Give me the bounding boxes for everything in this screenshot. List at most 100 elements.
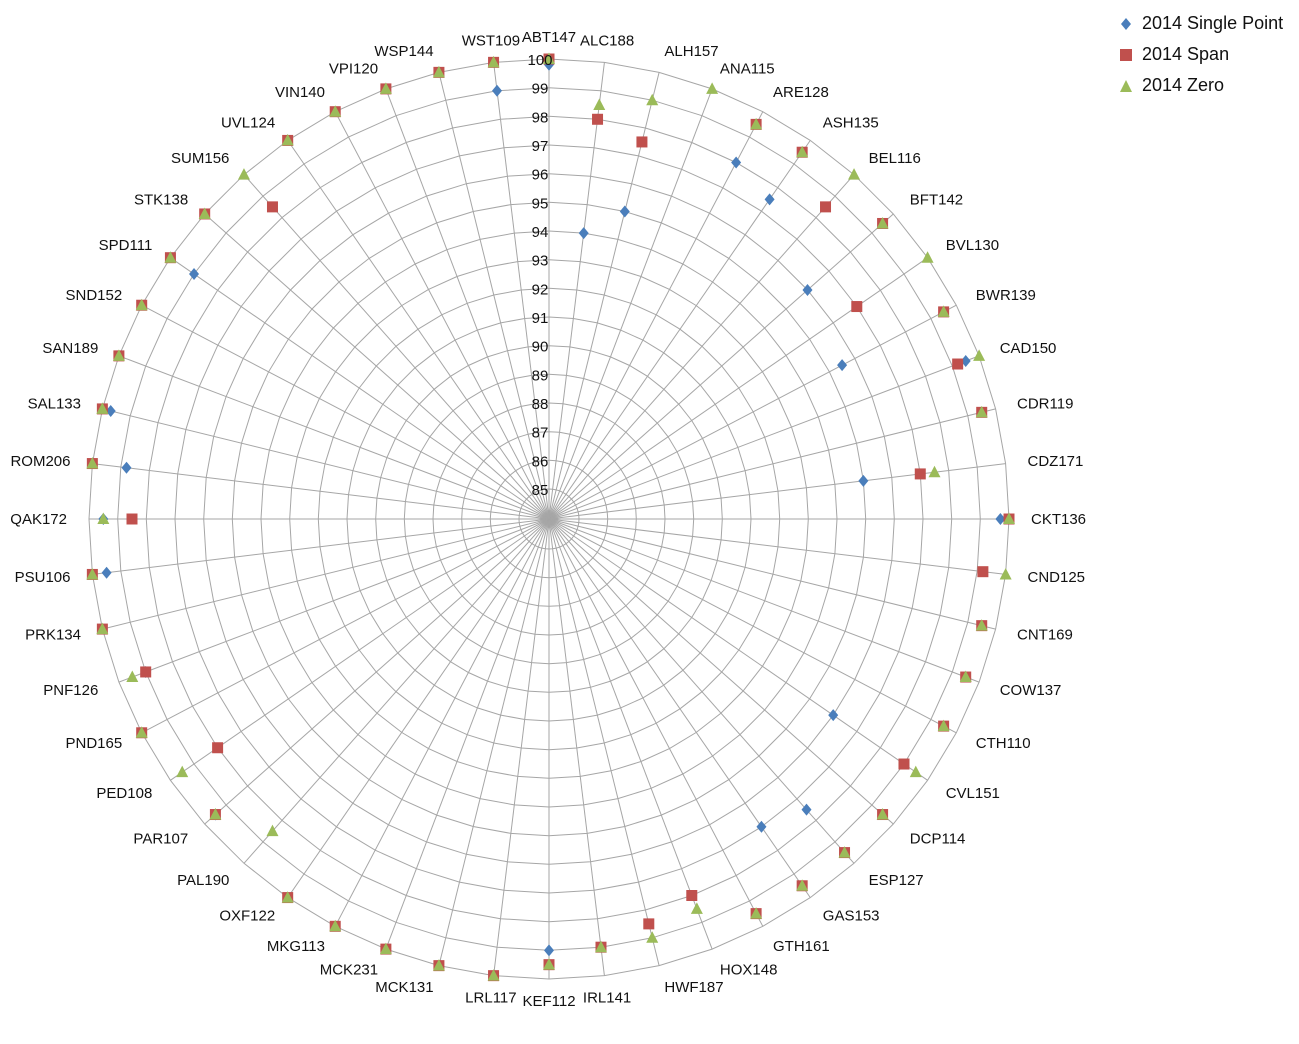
spoke-line — [548, 355, 980, 520]
category-label: ROM206 — [10, 453, 70, 470]
square-marker-icon — [1120, 48, 1132, 61]
data-point — [977, 566, 989, 578]
category-label: SND152 — [65, 287, 122, 304]
category-label: PSU106 — [15, 569, 71, 586]
category-label: SAN189 — [42, 340, 98, 357]
data-point — [750, 117, 763, 130]
category-label: GAS153 — [823, 908, 880, 925]
category-label: CND125 — [1028, 569, 1086, 586]
spoke-line — [102, 408, 550, 520]
category-label: HWF187 — [664, 979, 723, 996]
spoke-line — [548, 213, 894, 520]
data-point — [686, 889, 698, 901]
data-point — [543, 958, 555, 970]
data-point — [592, 113, 604, 125]
category-label: CNT169 — [1017, 626, 1073, 643]
spoke-line — [548, 518, 957, 734]
data-point — [828, 709, 839, 722]
category-label: MCK231 — [320, 962, 378, 979]
spoke-line — [493, 518, 550, 976]
data-point — [1003, 512, 1015, 524]
data-point — [837, 359, 848, 372]
data-point — [126, 513, 138, 525]
category-label: CDZ171 — [1028, 453, 1084, 470]
data-series — [86, 52, 1015, 982]
data-point — [164, 251, 177, 263]
data-point — [487, 55, 500, 68]
legend-item-span: 2014 Span — [1118, 39, 1283, 70]
category-label: DCP114 — [910, 831, 966, 848]
spoke-line — [243, 518, 550, 864]
data-point — [750, 907, 763, 919]
data-point — [266, 201, 278, 213]
data-point — [86, 457, 99, 469]
spoke-line — [287, 140, 550, 520]
data-point — [975, 405, 988, 418]
spoke-line — [92, 463, 550, 520]
category-label: MKG113 — [267, 938, 325, 955]
data-point — [690, 902, 703, 914]
data-point — [329, 919, 342, 932]
data-point — [544, 944, 554, 957]
spoke-line — [102, 518, 550, 630]
data-point — [212, 742, 224, 754]
spoke-line — [548, 408, 996, 520]
data-point — [838, 846, 851, 858]
legend-item-single-point: 2014 Single Point — [1118, 8, 1283, 39]
category-label: OXF122 — [219, 908, 275, 925]
tick-label: 98 — [532, 109, 549, 126]
tick-label: 85 — [532, 482, 549, 499]
spoke-line — [548, 304, 957, 520]
spoke-line — [548, 62, 605, 520]
data-point — [121, 461, 132, 474]
data-point — [995, 513, 1006, 525]
spoke-line — [118, 518, 550, 683]
spoke-line — [548, 518, 764, 927]
spoke-line — [548, 518, 811, 898]
category-label: PRK134 — [25, 626, 81, 643]
data-point — [756, 820, 767, 833]
category-label: ALC188 — [580, 33, 634, 50]
data-point — [105, 404, 116, 417]
spoke-line — [548, 518, 1006, 575]
spoke-line — [385, 518, 550, 950]
category-label: LRL117 — [465, 990, 516, 1007]
category-label: WST109 — [462, 33, 520, 50]
category-label: PNF126 — [43, 682, 98, 699]
category-label: IRL141 — [583, 990, 631, 1007]
spoke-line — [141, 304, 550, 520]
data-point — [543, 52, 555, 64]
category-label: BFT142 — [910, 191, 963, 208]
data-point — [176, 765, 189, 778]
spoke-line — [141, 518, 550, 734]
category-label: CTH110 — [976, 735, 1031, 752]
category-label: CKT136 — [1031, 511, 1086, 528]
chart-legend: 2014 Single Point 2014 Span 2014 Zero — [1118, 8, 1283, 101]
data-point — [876, 808, 889, 820]
category-label: ASH135 — [823, 114, 879, 131]
category-label: STK138 — [134, 191, 188, 208]
spoke-line — [548, 88, 713, 520]
spoke-line — [548, 518, 713, 950]
data-point — [952, 358, 964, 370]
spoke-line — [493, 62, 550, 520]
data-point — [266, 824, 279, 837]
category-label: ALH157 — [664, 43, 718, 60]
data-point — [96, 402, 109, 414]
tick-label: 92 — [532, 281, 549, 298]
series-0 — [98, 58, 1006, 957]
data-point — [209, 808, 222, 820]
data-point — [851, 301, 863, 313]
data-point — [96, 622, 109, 635]
category-label: HOX148 — [720, 962, 778, 979]
data-point — [619, 205, 630, 218]
category-label: SPD111 — [99, 237, 153, 254]
data-point — [237, 168, 250, 180]
spoke-line — [438, 518, 550, 966]
data-point — [937, 305, 950, 317]
diamond-marker-icon — [1121, 17, 1131, 30]
tick-label: 96 — [532, 167, 549, 184]
category-label: ABT147 — [522, 29, 576, 46]
